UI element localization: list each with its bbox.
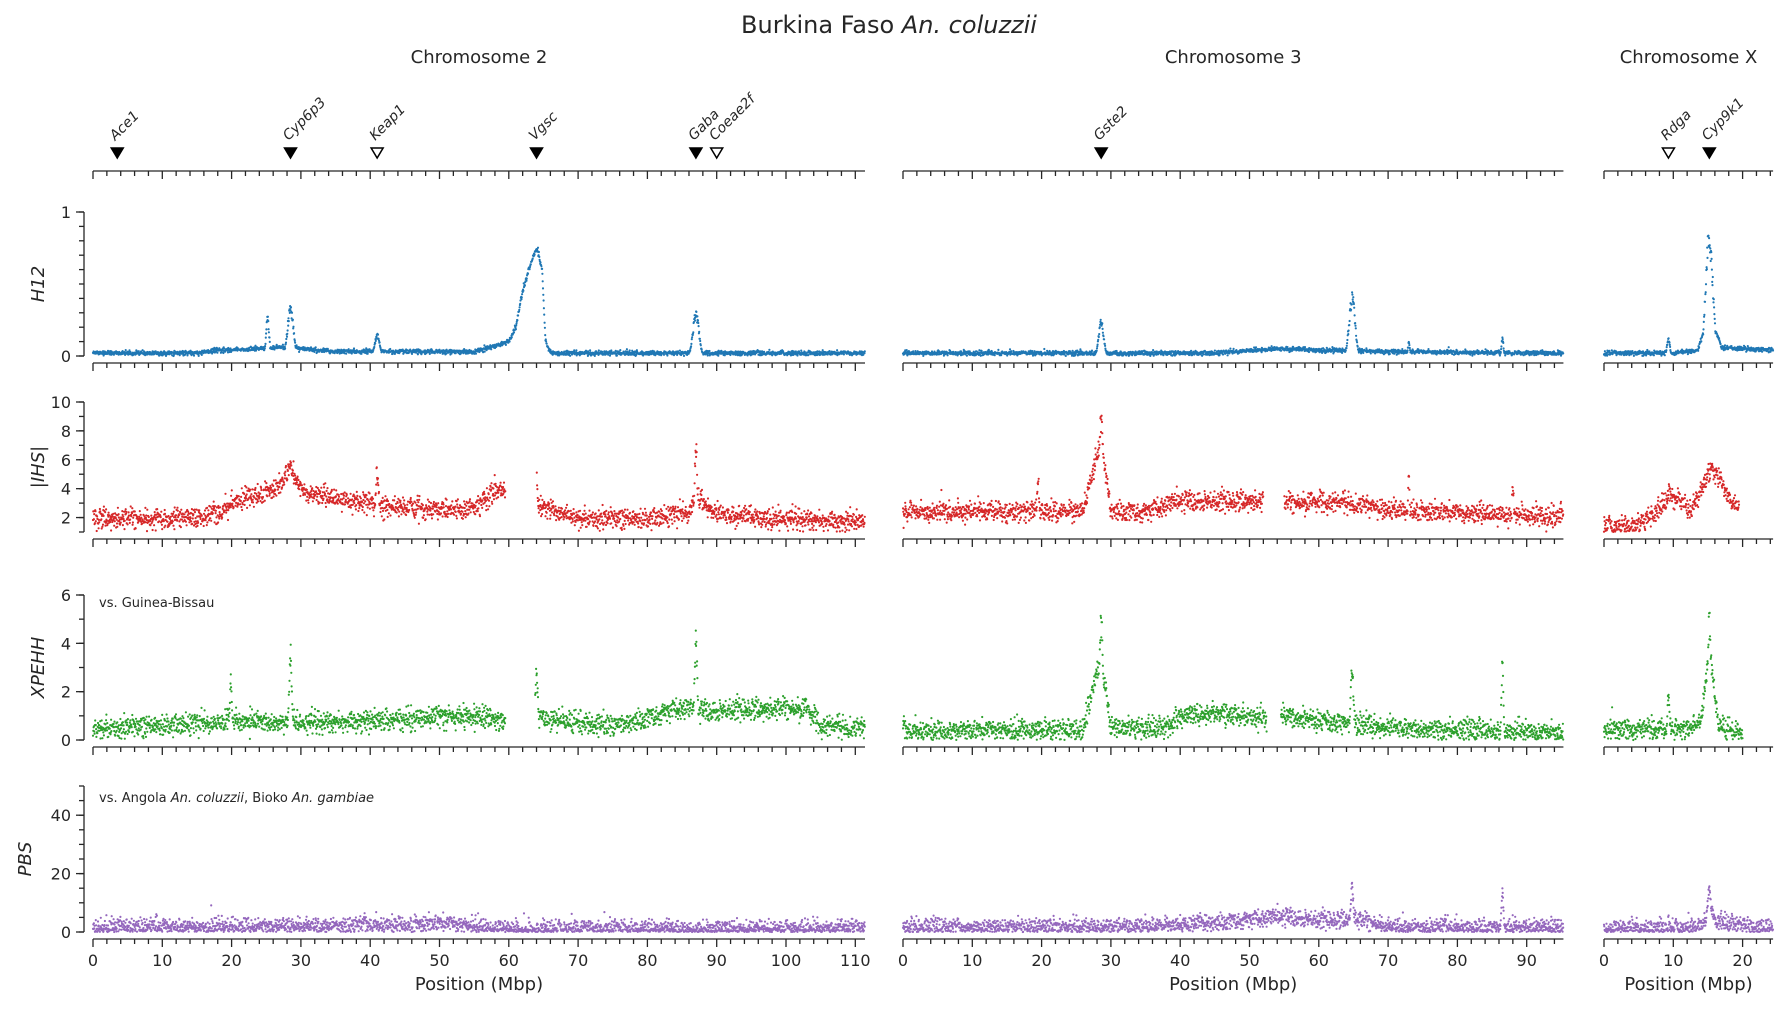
gene-marker-icon [1702,147,1717,160]
y-tick-label: 0 [61,923,71,942]
panel-pbs: 0 20 40 PBS [15,785,1775,947]
x-tick-label: 70 [1378,951,1398,970]
chromosome-label: Chromosome X [1620,47,1758,68]
x-tick-label: 90 [1517,951,1537,970]
x-tick-label: 20 [1732,951,1752,970]
chromosome-label: Chromosome 3 [1165,47,1302,68]
y-axis-title: H12 [28,266,49,302]
y-tick-label: 8 [61,422,71,441]
y-tick-label: 6 [61,586,71,605]
y-tick-label: 4 [61,634,71,653]
x-tick-label: 40 [360,951,380,970]
gene-marker-icon [109,147,125,160]
y-tick-label: 2 [61,683,71,702]
x-tick-label: 90 [707,951,727,970]
gene-label: Ace1 [106,108,143,145]
figure-title: Burkina Faso An. coluzzii [741,11,1037,39]
x-tick-label: 20 [221,951,241,970]
x-tick-label: 60 [499,951,519,970]
x-tick-label: 0 [88,951,98,970]
y-tick-label: 20 [51,865,71,884]
y-tick-label: 1 [61,203,71,222]
x-tick-label: 10 [962,951,982,970]
y-axis-title: PBS [15,842,36,877]
y-tick-label: 0 [61,347,71,366]
y-tick-label: 4 [61,480,71,499]
panel-h12: 0 1 H12 [28,203,1775,371]
data-points-ihs [91,414,1741,534]
pbs-annotation: vs. Angola An. coluzzii, Bioko An. gambi… [99,791,374,806]
x-axis-title: Position (Mbp) [1624,974,1752,995]
gene-marker-icon [1093,147,1109,160]
x-tick-label: 30 [291,951,311,970]
gene-marker-icon [369,147,385,160]
x-tick-label: 10 [1663,951,1683,970]
x-tick-label: 0 [1599,951,1609,970]
x-tick-label: 50 [429,951,449,970]
gene-label: Cyp6p3 [280,95,329,144]
x-axis-title: Position (Mbp) [415,974,543,995]
x-tick-label: 110 [840,951,871,970]
x-tick-label: 30 [1101,951,1121,970]
gene-marker-icon [688,147,704,160]
x-tick-label: 0 [898,951,908,970]
gene-marker-icon [283,147,298,160]
y-tick-label: 2 [61,509,71,528]
x-tick-label: 80 [637,951,657,970]
x-tick-label: 40 [1170,951,1190,970]
panel-xpehh: 0 2 4 6 XPEHH [28,586,1774,755]
gene-marker-icon [529,147,544,160]
panel-ihs: 2 4 6 8 10 |IHS| [28,393,1774,547]
x-tick-label: 50 [1239,951,1259,970]
y-tick-label: 40 [51,806,71,825]
metric-panels: 0 1 H12 2 4 6 8 10 |IHS| 0 2 4 6 XPEHH 0 20 40 PBS [15,203,1775,947]
x-tick-label: 10 [152,951,172,970]
gene-label: Keap1 [367,102,409,144]
gene-label: Gste2 [1091,103,1131,143]
y-axis-title: XPEHH [28,636,49,699]
x-axis-title: Position (Mbp) [1169,974,1297,995]
xpehh-annotation: vs. Guinea-Bissau [99,596,214,611]
gene-marker-icon [709,147,725,160]
y-tick-label: 0 [61,731,71,750]
x-tick-label: 80 [1447,951,1467,970]
y-axis-title: |IHS| [28,446,49,488]
data-points-h12 [91,234,1775,358]
chromosome-labels: Chromosome 2 Chromosome 3 Chromosome X [411,47,1758,68]
chromosome-label: Chromosome 2 [411,47,548,68]
gene-label: Cyp9k1 [1699,95,1748,144]
y-tick-label: 10 [51,393,71,412]
data-points-pbs [91,881,1775,934]
x-tick-label: 100 [771,951,802,970]
x-tick-label: 20 [1031,951,1051,970]
y-tick-label: 6 [61,451,71,470]
gene-marker-icon [1661,147,1676,160]
x-tick-label: 60 [1309,951,1329,970]
gene-label: Vgsc [526,109,561,144]
gene-label: Rdga [1658,107,1695,144]
data-points-xpehh [91,611,1744,742]
x-tick-label: 70 [568,951,588,970]
